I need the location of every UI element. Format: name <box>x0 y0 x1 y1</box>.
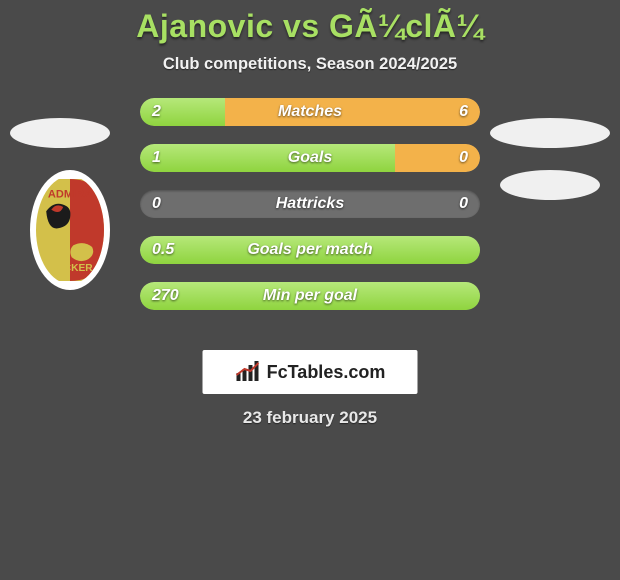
date-line: 23 february 2025 <box>0 408 620 428</box>
stat-value-right: 0 <box>459 190 468 218</box>
stat-label: Min per goal <box>140 282 480 310</box>
svg-text:ADMIRA: ADMIRA <box>48 189 92 201</box>
decorative-oval <box>490 118 610 148</box>
stat-bar: 0.5Goals per match <box>140 236 480 264</box>
stat-bars: 2Matches61Goals00Hattricks00.5Goals per … <box>140 98 480 328</box>
admira-wacker-badge-icon: ADMIRA WACKER <box>36 176 104 284</box>
stat-bar: 1Goals0 <box>140 144 480 172</box>
club-badge: ADMIRA WACKER <box>30 170 110 290</box>
brand-badge: FcTables.com <box>203 350 418 394</box>
fctables-chart-icon <box>235 361 263 383</box>
stat-value-right: 0 <box>459 144 468 172</box>
decorative-oval <box>500 170 600 200</box>
stat-bar: 270Min per goal <box>140 282 480 310</box>
stat-label: Matches <box>140 98 480 126</box>
brand-name: FcTables.com <box>267 362 386 383</box>
stat-bar: 2Matches6 <box>140 98 480 126</box>
stat-label: Goals per match <box>140 236 480 264</box>
svg-text:WACKER: WACKER <box>47 263 93 274</box>
stat-label: Hattricks <box>140 190 480 218</box>
stat-value-right: 6 <box>459 98 468 126</box>
decorative-oval <box>10 118 110 148</box>
page-subtitle: Club competitions, Season 2024/2025 <box>0 55 620 74</box>
page-title: Ajanovic vs GÃ¼clÃ¼ <box>0 0 620 45</box>
comparison-stage: ADMIRA WACKER 2Matches61Goals00Hattricks… <box>0 98 620 358</box>
stat-label: Goals <box>140 144 480 172</box>
stat-bar: 0Hattricks0 <box>140 190 480 218</box>
